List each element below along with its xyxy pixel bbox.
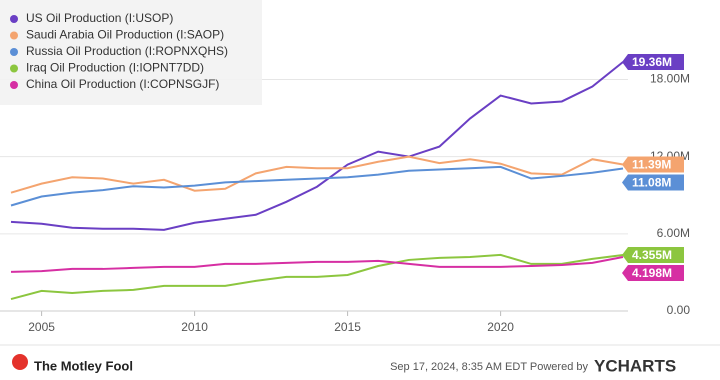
x-tick-label: 2010	[181, 320, 208, 334]
logo-icon	[12, 354, 28, 370]
legend-marker	[10, 48, 18, 56]
y-tick-label: 0.00	[667, 303, 691, 317]
end-label-box	[622, 174, 684, 191]
series-line	[10, 61, 624, 231]
end-label: 11.08M	[632, 176, 671, 190]
legend: US Oil Production (I:USOP) Saudi Arabia O…	[10, 11, 228, 91]
series-line	[10, 253, 624, 301]
legend-marker	[10, 64, 18, 73]
x-tick-label: 2020	[487, 320, 514, 334]
legend-label: Saudi Arabia Oil Production (I:SAOP)	[26, 28, 224, 42]
end-label-box	[622, 264, 684, 281]
legend-marker	[10, 81, 18, 89]
end-label: 11.39M	[632, 158, 671, 172]
series-line	[10, 155, 624, 194]
x-tick-label: 2015	[334, 320, 361, 334]
y-tick-label: 18.00M	[650, 72, 690, 86]
y-tick-label: 6.00M	[657, 226, 690, 240]
end-label: 4.355M	[632, 248, 672, 262]
series-line	[10, 165, 624, 207]
legend-marker	[10, 31, 18, 40]
series-line	[10, 256, 624, 273]
logo-text: The Motley Fool	[34, 358, 133, 373]
timestamp: Sep 17, 2024, 8:35 AM EDT Powered by	[390, 361, 588, 373]
legend-label: China Oil Production (I:COPNSGJF)	[26, 77, 219, 91]
legend-box	[0, 0, 262, 105]
legend-label: US Oil Production (I:USOP)	[26, 11, 173, 25]
plot	[10, 61, 624, 301]
end-labels: 19.36M 11.39M 11.08M 4.355M 4.198M	[622, 53, 684, 281]
end-label-box	[622, 156, 684, 173]
end-label: 4.198M	[632, 266, 672, 280]
legend-marker	[10, 15, 18, 23]
brand: YCHARTS	[594, 356, 676, 375]
end-label-box	[622, 53, 684, 70]
end-label-box	[622, 246, 684, 263]
x-tick-label: 2005	[28, 320, 55, 334]
legend-label: Russia Oil Production (I:ROPNXQHS)	[26, 44, 228, 58]
legend-label: Iraq Oil Production (I:IOPNT7DD)	[26, 61, 204, 75]
end-label: 19.36M	[632, 55, 672, 69]
